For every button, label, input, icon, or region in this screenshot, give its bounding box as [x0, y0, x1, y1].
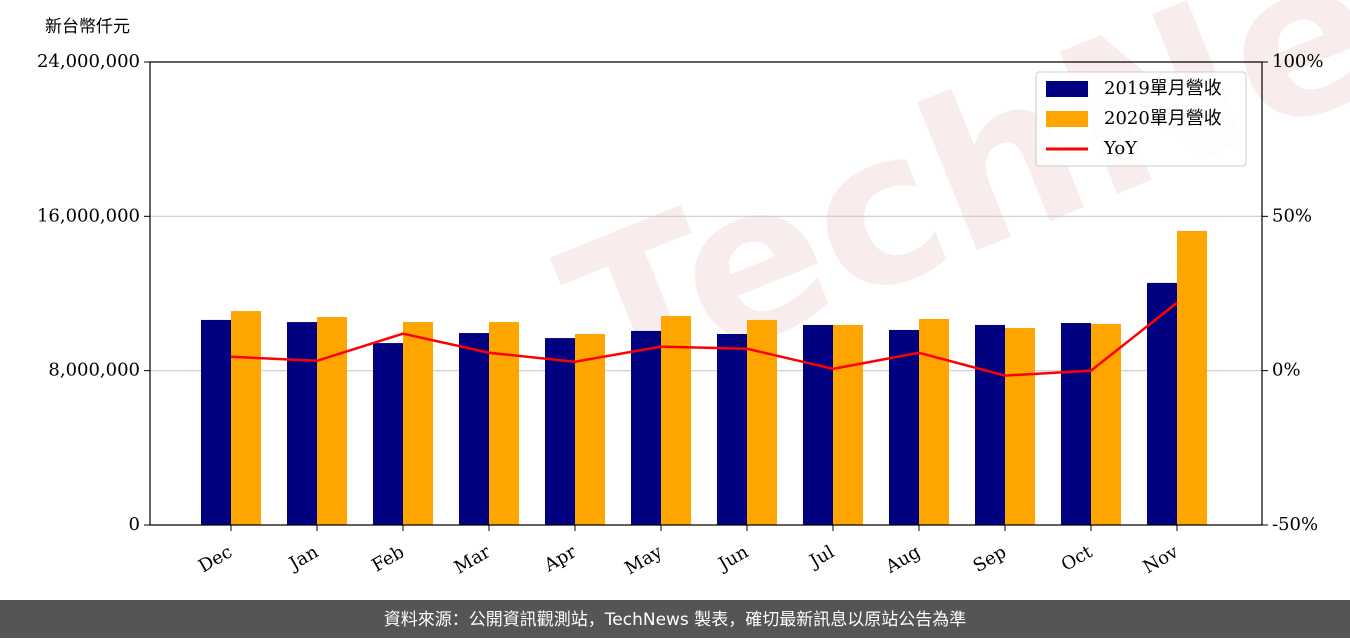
x-tick-label: Mar: [451, 541, 495, 578]
y-tick-label: 8,000,000: [48, 360, 140, 381]
y2-tick-label: -50%: [1272, 514, 1318, 535]
x-tick-label: Dec: [195, 541, 236, 577]
bar: [631, 330, 661, 525]
bar: [1147, 282, 1177, 525]
bar: [575, 334, 605, 525]
bar: [1061, 323, 1091, 525]
bar: [717, 334, 747, 525]
bar: [403, 322, 433, 525]
x-tick-label: Apr: [540, 541, 580, 576]
y-tick-label: 16,000,000: [37, 205, 140, 226]
bar: [287, 322, 317, 525]
y2-tick-label: 0%: [1272, 360, 1301, 381]
plot-frame: [149, 61, 1263, 526]
x-tick-label: Aug: [881, 541, 924, 578]
footer-bar: [0, 600, 1350, 638]
y-tick-label: 0: [129, 514, 140, 535]
bar: [373, 343, 403, 525]
bar: [975, 324, 1005, 525]
x-tick-label: Nov: [1140, 541, 1183, 578]
bar: [919, 318, 949, 525]
bar: [231, 311, 261, 525]
yoy-line: [230, 301, 1178, 377]
x-tick-label: Feb: [368, 541, 408, 576]
legend-label: YoY: [1103, 138, 1138, 159]
bar: [1005, 328, 1035, 525]
x-tick-label: Jun: [713, 541, 752, 576]
bar: [201, 319, 231, 525]
bar: [833, 324, 863, 525]
y-tick-label: 24,000,000: [37, 51, 140, 72]
legend-label: 2019單月營收: [1104, 78, 1222, 99]
bar: [803, 324, 833, 525]
x-tick-label: May: [621, 541, 666, 579]
footer: 資料來源：公開資訊觀測站，TechNews 製表，確切最新訊息以原站公告為準: [384, 610, 966, 630]
legend-swatch: [1046, 111, 1088, 127]
y2-tick-label: 50%: [1272, 205, 1312, 226]
bar: [545, 338, 575, 525]
x-tick-label: Jul: [804, 541, 838, 573]
bar: [889, 329, 919, 525]
bar: [317, 317, 347, 525]
y-unit-label: 新台幣仟元: [45, 17, 130, 37]
legend-label: 2020單月營收: [1104, 108, 1222, 129]
legend-swatch: [1046, 81, 1088, 97]
y2-tick-label: 100%: [1272, 51, 1323, 72]
bar: [459, 333, 489, 525]
x-tick-label: Jan: [284, 541, 322, 575]
x-tick-label: Sep: [970, 541, 1010, 576]
bar: [661, 316, 691, 525]
x-tick-label: Oct: [1058, 541, 1097, 576]
bar: [1091, 323, 1121, 525]
legend-box: [1035, 71, 1247, 167]
bar: [1177, 230, 1207, 525]
